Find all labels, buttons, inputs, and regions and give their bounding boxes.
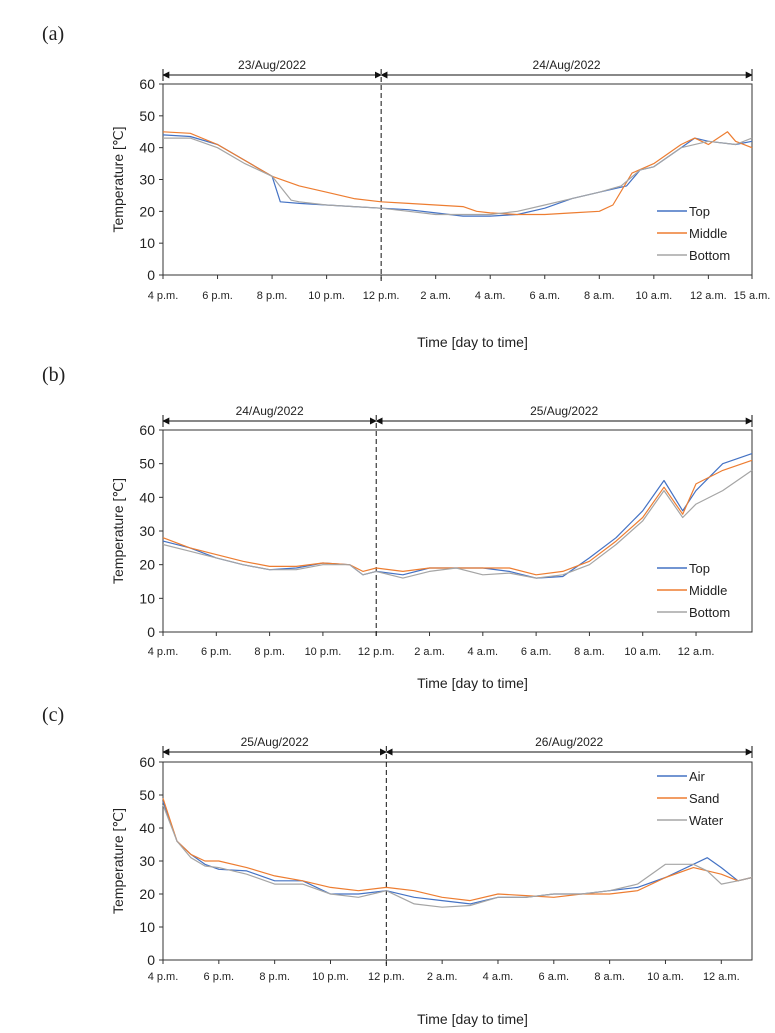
panel-label: (c) (42, 704, 64, 726)
y-tick-label: 60 (139, 754, 155, 770)
series-line-bottom (162, 469, 753, 579)
x-tick-label: 4 p.m. (148, 971, 179, 983)
y-tick-label: 40 (139, 820, 155, 836)
y-tick-label: 40 (139, 489, 155, 505)
legend-label-top: Top (689, 561, 710, 576)
y-tick-label: 30 (139, 523, 155, 539)
day-label: 25/Aug/2022 (530, 404, 598, 418)
x-tick-label: 12 p.m. (368, 971, 405, 983)
series-line-middle (162, 459, 753, 576)
x-tick-label: 8 a.m. (594, 971, 625, 983)
chart-panel-b: (b) 0 10 20 30 40 50 60 4 p.m. 6 p.m. 8 p.m. 10 p.m… (42, 364, 753, 691)
legend-label-sand: Sand (689, 791, 719, 806)
legend-label-top: Top (689, 204, 710, 219)
x-tick-label: 10 p.m. (305, 646, 342, 658)
x-tick-label: 4 a.m. (483, 971, 514, 983)
y-tick-label: 30 (139, 853, 155, 869)
plot-frame (162, 429, 753, 633)
series-line-top (162, 134, 753, 217)
series-line-middle (162, 131, 753, 216)
x-tick-label: 8 a.m. (574, 646, 605, 658)
x-tick-label: 8 p.m. (259, 971, 290, 983)
x-tick-label: 10 a.m. (624, 646, 661, 658)
x-tick-label: 12 a.m. (678, 646, 715, 658)
y-axis-label: Temperature [℃] (110, 127, 126, 233)
x-tick-label: 10 a.m. (647, 971, 684, 983)
x-tick-label: 10 a.m. (635, 290, 672, 302)
series-line-bottom (163, 137, 753, 216)
x-tick-label: 2 a.m. (420, 290, 451, 302)
x-tick-label: 2 a.m. (427, 971, 458, 983)
day-label: 25/Aug/2022 (241, 735, 309, 749)
x-axis-label: Time [day to time] (417, 1011, 528, 1027)
y-tick-label: 20 (139, 886, 155, 902)
legend-label-bottom: Bottom (689, 248, 730, 263)
day-label: 24/Aug/2022 (533, 58, 601, 72)
x-tick-label: 15 a.m. (734, 290, 771, 302)
y-tick-label: 10 (139, 919, 155, 935)
series-line-air (162, 801, 753, 905)
x-tick-label: 10 p.m. (308, 290, 345, 302)
x-tick-label: 12 p.m. (363, 290, 400, 302)
y-tick-label: 30 (139, 172, 155, 188)
panel-label: (a) (42, 23, 64, 45)
day-label: 26/Aug/2022 (535, 735, 603, 749)
y-axis-label: Temperature [℃] (110, 478, 126, 584)
x-tick-label: 12 a.m. (703, 971, 740, 983)
x-tick-label: 4 a.m. (475, 290, 506, 302)
plot-frame (162, 83, 753, 276)
x-tick-label: 6 a.m. (539, 971, 570, 983)
y-tick-label: 0 (147, 952, 155, 968)
y-tick-label: 20 (139, 203, 155, 219)
legend-label-bottom: Bottom (689, 605, 730, 620)
x-tick-label: 4 p.m. (148, 646, 179, 658)
x-tick-label: 6 a.m. (521, 646, 552, 658)
y-tick-label: 10 (139, 590, 155, 606)
legend-label-air: Air (689, 769, 706, 784)
y-tick-label: 10 (139, 235, 155, 251)
x-tick-label: 10 p.m. (312, 971, 349, 983)
panel-label: (b) (42, 364, 65, 386)
series-line-top (162, 453, 753, 579)
y-tick-label: 50 (139, 108, 155, 124)
y-tick-label: 50 (139, 787, 155, 803)
x-tick-label: 6 p.m. (202, 290, 233, 302)
series-line-water (162, 804, 753, 908)
x-tick-label: 8 a.m. (584, 290, 615, 302)
x-tick-label: 8 p.m. (257, 290, 288, 302)
legend-label-middle: Middle (689, 226, 727, 241)
y-tick-label: 0 (147, 267, 155, 283)
day-label: 24/Aug/2022 (236, 404, 304, 418)
x-tick-label: 6 p.m. (201, 646, 232, 658)
y-tick-label: 50 (139, 456, 155, 472)
y-tick-label: 60 (139, 422, 155, 438)
y-tick-label: 40 (139, 140, 155, 156)
chart-panel-c: (c) 0 10 20 30 40 50 60 4 p.m. 6 p.m. 8 p.m. 10 p.m… (42, 704, 753, 1027)
plot-frame (162, 761, 753, 961)
day-label: 23/Aug/2022 (238, 58, 306, 72)
x-axis-label: Time [day to time] (417, 675, 528, 691)
x-tick-label: 2 a.m. (414, 646, 445, 658)
y-tick-label: 60 (139, 76, 155, 92)
legend-label-water: Water (689, 813, 724, 828)
series-line-sand (162, 798, 753, 902)
chart-panel-a: (a) 0 10 20 30 40 50 60 4 p.m. 6 p.m. 8 p.m. 10 p.m… (42, 23, 770, 350)
legend-label-middle: Middle (689, 583, 727, 598)
x-tick-label: 12 a.m. (690, 290, 727, 302)
x-tick-label: 6 a.m. (529, 290, 560, 302)
x-tick-label: 12 p.m. (358, 646, 395, 658)
x-axis-label: Time [day to time] (417, 334, 528, 350)
x-tick-label: 4 p.m. (148, 290, 179, 302)
x-tick-label: 6 p.m. (204, 971, 235, 983)
y-axis-label: Temperature [℃] (110, 808, 126, 914)
y-tick-label: 0 (147, 624, 155, 640)
y-tick-label: 20 (139, 557, 155, 573)
x-tick-label: 8 p.m. (254, 646, 285, 658)
x-tick-label: 4 a.m. (468, 646, 499, 658)
